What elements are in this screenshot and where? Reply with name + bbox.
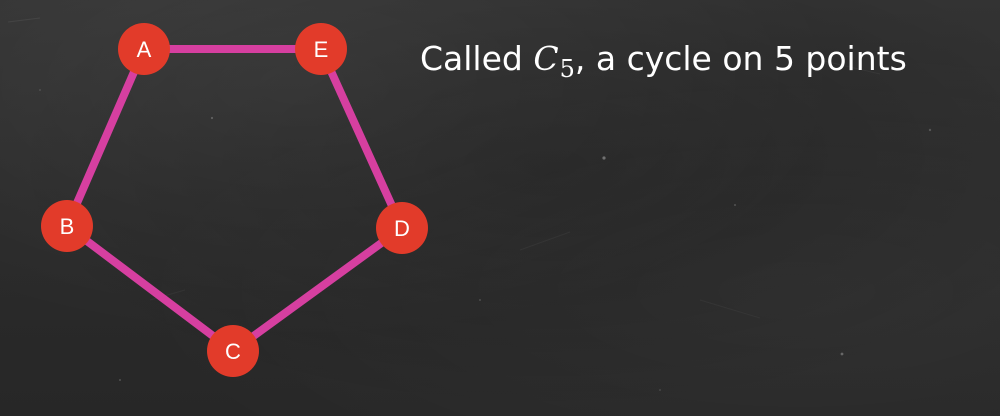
vertex-circle bbox=[376, 202, 428, 254]
edge-e-d bbox=[317, 45, 406, 232]
slide-caption: Called C5, a cycle on 5 points bbox=[420, 34, 907, 87]
edge-b-a bbox=[63, 45, 148, 230]
vertex-label: A bbox=[137, 37, 152, 62]
caption-prefix: Called bbox=[420, 39, 534, 78]
vertex-label: E bbox=[314, 37, 329, 62]
vertex-circle bbox=[41, 200, 93, 252]
vertex-circle bbox=[295, 23, 347, 75]
edge-d-c bbox=[229, 224, 406, 355]
vertex-label: C bbox=[225, 339, 241, 364]
vertex-b: B bbox=[41, 200, 93, 252]
math-variable: C bbox=[533, 39, 559, 78]
math-subscript: 5 bbox=[559, 55, 575, 83]
vertex-circle bbox=[207, 325, 259, 377]
vertex-label: B bbox=[60, 214, 75, 239]
vertex-d: D bbox=[376, 202, 428, 254]
vertex-label: D bbox=[394, 216, 410, 241]
vertex-e: E bbox=[295, 23, 347, 75]
graph-vertices: A E D C B bbox=[41, 23, 428, 377]
edge-c-b bbox=[63, 222, 237, 355]
vertex-a: A bbox=[118, 23, 170, 75]
vertex-circle bbox=[118, 23, 170, 75]
caption-suffix: , a cycle on 5 points bbox=[574, 39, 907, 78]
graph-edges bbox=[63, 45, 406, 355]
vertex-c: C bbox=[207, 325, 259, 377]
